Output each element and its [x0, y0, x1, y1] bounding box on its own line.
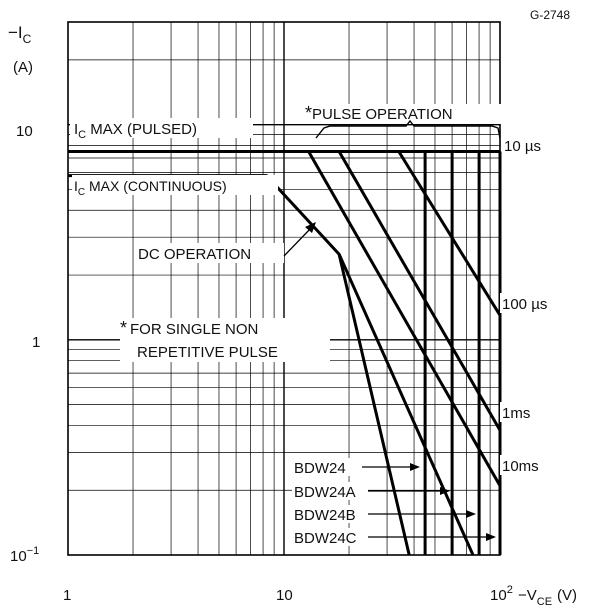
label-bdw24b-text: BDW24B: [294, 507, 356, 524]
grid: [68, 22, 500, 555]
label-10us: 10 µs: [502, 136, 564, 155]
label-bdw24a: BDW24A: [292, 482, 450, 501]
y-tick-10: 10: [16, 123, 33, 140]
x-tick-100-base: 10: [490, 587, 507, 604]
x-axis-title: −VCE (V): [518, 587, 577, 608]
y-tick-0.1: 10−1: [10, 545, 39, 565]
label-bdw24b: BDW24B: [292, 505, 476, 524]
series-line-3: [337, 150, 502, 431]
svg-text:*FOR SINGLE NON: * FOR SINGLE NON: [120, 318, 258, 338]
pulse-operation-star: *: [305, 103, 312, 123]
pulse-operation-text: PULSE OPERATION: [312, 106, 453, 123]
label-1ms-text: 1ms: [502, 405, 530, 422]
label-bdw24c-text: BDW24C: [294, 530, 357, 547]
label-bdw24c: BDW24C: [292, 528, 496, 547]
label-100us: 100 µs: [500, 293, 570, 313]
svg-text:IC MAX (CONTINUOUS): IC MAX (CONTINUOUS): [74, 178, 227, 198]
series-line-2: [397, 150, 502, 317]
x-tick-10: 10: [276, 587, 293, 604]
label-ic-max-continuous: IC MAX (CONTINUOUS): [72, 175, 278, 198]
label-1ms: 1ms: [500, 402, 548, 422]
label-bdw24a-text: BDW24A: [294, 484, 356, 501]
label-ic-pulsed-rest: MAX (PULSED): [86, 121, 197, 138]
label-ic-cont-sub: C: [78, 187, 85, 198]
series-line-4: [307, 150, 502, 487]
footnote-line2: REPETITIVE PULSE: [137, 344, 278, 361]
label-10ms: 10ms: [500, 455, 556, 475]
figure-code: G-2748: [530, 8, 570, 22]
label-ic-pulsed-sub: C: [78, 129, 86, 141]
x-axis-symbol: −V: [518, 587, 537, 604]
x-tick-100-exp: 2: [507, 584, 513, 596]
dc-operation-leader: [283, 226, 313, 257]
dc-operation-text: DC OPERATION: [138, 246, 251, 263]
svg-text:IC MAX (PULSED): IC MAX (PULSED): [74, 121, 197, 141]
label-bdw24: BDW24: [292, 458, 420, 477]
label-bdw24-text: BDW24: [294, 460, 346, 477]
y-axis-symbol: −IC: [8, 23, 32, 46]
x-axis-unit: (V): [557, 587, 577, 604]
y-axis-symbol-sub: C: [23, 32, 32, 46]
x-tick-1: 1: [63, 587, 71, 604]
plot-frame: [67, 21, 501, 556]
label-ic-cont-rest: MAX (CONTINUOUS): [85, 178, 227, 194]
y-tick-0.1-base: 10: [10, 548, 27, 565]
label-100us-text: 100 µs: [502, 296, 547, 313]
label-dc-operation: DC OPERATION: [136, 243, 284, 263]
x-tick-100: 102: [490, 584, 513, 604]
pulse-operation-brace: [315, 119, 501, 139]
footnote-star: *: [120, 318, 127, 338]
y-axis-symbol-main: −I: [8, 23, 23, 42]
dc-operation-arrowhead: [305, 222, 316, 233]
label-10ms-text: 10ms: [502, 458, 539, 475]
y-tick-0.1-exp: −1: [27, 545, 40, 557]
footnote-line1: FOR SINGLE NON: [130, 321, 258, 338]
y-axis-unit: (A): [13, 59, 33, 76]
svg-text:*PULSE OPERATION: *PULSE OPERATION: [305, 103, 453, 123]
label-10us-text: 10 µs: [504, 138, 541, 155]
y-tick-1: 1: [32, 334, 40, 351]
x-axis-subscript: CE: [537, 596, 552, 608]
label-ic-cont-i: I: [74, 178, 78, 194]
label-ic-max-pulsed: IC MAX (PULSED): [70, 118, 253, 141]
label-ic-pulsed-i: I: [74, 121, 78, 138]
label-footnote: * FOR SINGLE NON REPETITIVE PULSE: [120, 318, 330, 362]
label-pulse-operation: *PULSE OPERATION: [305, 103, 505, 124]
